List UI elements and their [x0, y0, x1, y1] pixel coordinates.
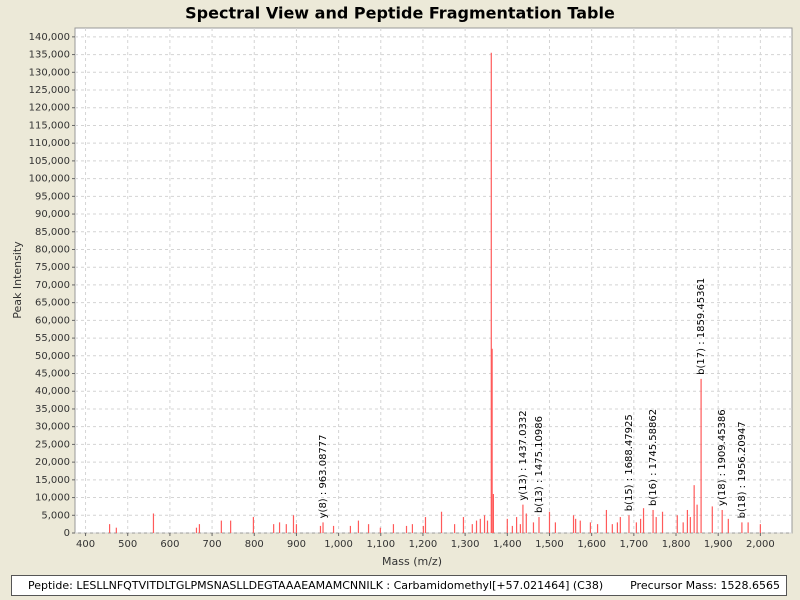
y-tick-label: 45,000 [35, 369, 70, 380]
peak-annotation: y(18) : 1909.45386 [717, 409, 728, 506]
y-tick-label: 135,000 [29, 50, 70, 61]
peak-annotation: b(17) : 1859.45361 [696, 278, 707, 375]
y-tick-label: 60,000 [35, 315, 70, 326]
x-tick-label: 1,000 [324, 539, 353, 550]
y-tick-label: 120,000 [29, 103, 70, 114]
y-tick-label: 65,000 [35, 298, 70, 309]
x-tick-label: 1,700 [620, 539, 649, 550]
y-tick-label: 5,000 [41, 510, 70, 521]
x-tick-label: 400 [76, 539, 95, 550]
x-axis-label: Mass (m/z) [382, 555, 442, 568]
y-tick-label: 70,000 [35, 280, 70, 291]
y-tick-label: 10,000 [35, 493, 70, 504]
x-tick-label: 1,200 [409, 539, 438, 550]
x-tick-label: 800 [245, 539, 264, 550]
peak-annotation: b(15) : 1688.47925 [624, 414, 635, 511]
y-tick-label: 30,000 [35, 422, 70, 433]
x-tick-label: 1,900 [704, 539, 733, 550]
peak-annotation: b(13) : 1475.10986 [534, 416, 545, 513]
y-tick-label: 90,000 [35, 209, 70, 220]
x-tick-label: 700 [203, 539, 222, 550]
y-tick-label: 15,000 [35, 475, 70, 486]
x-tick-label: 1,500 [535, 539, 564, 550]
peak-annotation: b(18) : 1956.20947 [737, 421, 748, 518]
y-tick-label: 50,000 [35, 351, 70, 362]
y-tick-label: 95,000 [35, 191, 70, 202]
precursor-mass: Precursor Mass: 1528.6565 [630, 579, 780, 592]
chart: Spectral View and Peptide Fragmentation … [11, 4, 793, 568]
y-axis-label: Peak Intensity [11, 241, 24, 319]
y-tick-label: 100,000 [29, 174, 70, 185]
chart-title: Spectral View and Peptide Fragmentation … [185, 4, 615, 23]
y-tick-label: 105,000 [29, 156, 70, 167]
y-tick-label: 40,000 [35, 386, 70, 397]
y-tick-label: 35,000 [35, 404, 70, 415]
x-tick-label: 500 [118, 539, 137, 550]
y-tick-label: 20,000 [35, 457, 70, 468]
x-tick-label: 1,800 [662, 539, 691, 550]
y-tick-label: 0 [64, 528, 70, 539]
peptide-info: Peptide: LESLLNFQTVITDLTGLPMSNASLLDEGTAA… [28, 579, 604, 592]
x-tick-label: 1,600 [577, 539, 606, 550]
y-tick-label: 55,000 [35, 333, 70, 344]
y-tick-label: 140,000 [29, 32, 70, 43]
peak-annotation: y(13) : 1437.0332 [518, 410, 529, 500]
footer: Peptide: LESLLNFQTVITDLTGLPMSNASLLDEGTAA… [11, 575, 787, 596]
x-tick-label: 1,400 [493, 539, 522, 550]
y-tick-label: 85,000 [35, 227, 70, 238]
y-tick-label: 125,000 [29, 85, 70, 96]
peak-annotation: y(8) : 963.08777 [318, 434, 329, 518]
x-tick-label: 2,000 [746, 539, 775, 550]
y-tick-label: 80,000 [35, 244, 70, 255]
x-tick-label: 1,100 [366, 539, 395, 550]
y-tick-label: 75,000 [35, 262, 70, 273]
plot-area [74, 27, 793, 534]
y-tick-label: 115,000 [29, 120, 70, 131]
peak-annotation: b(16) : 1745.58862 [648, 409, 659, 506]
y-tick-label: 25,000 [35, 439, 70, 450]
y-tick-label: 110,000 [29, 138, 70, 149]
y-tick-label: 130,000 [29, 67, 70, 78]
x-tick-label: 1,300 [451, 539, 480, 550]
x-tick-label: 900 [287, 539, 306, 550]
x-tick-label: 600 [160, 539, 179, 550]
